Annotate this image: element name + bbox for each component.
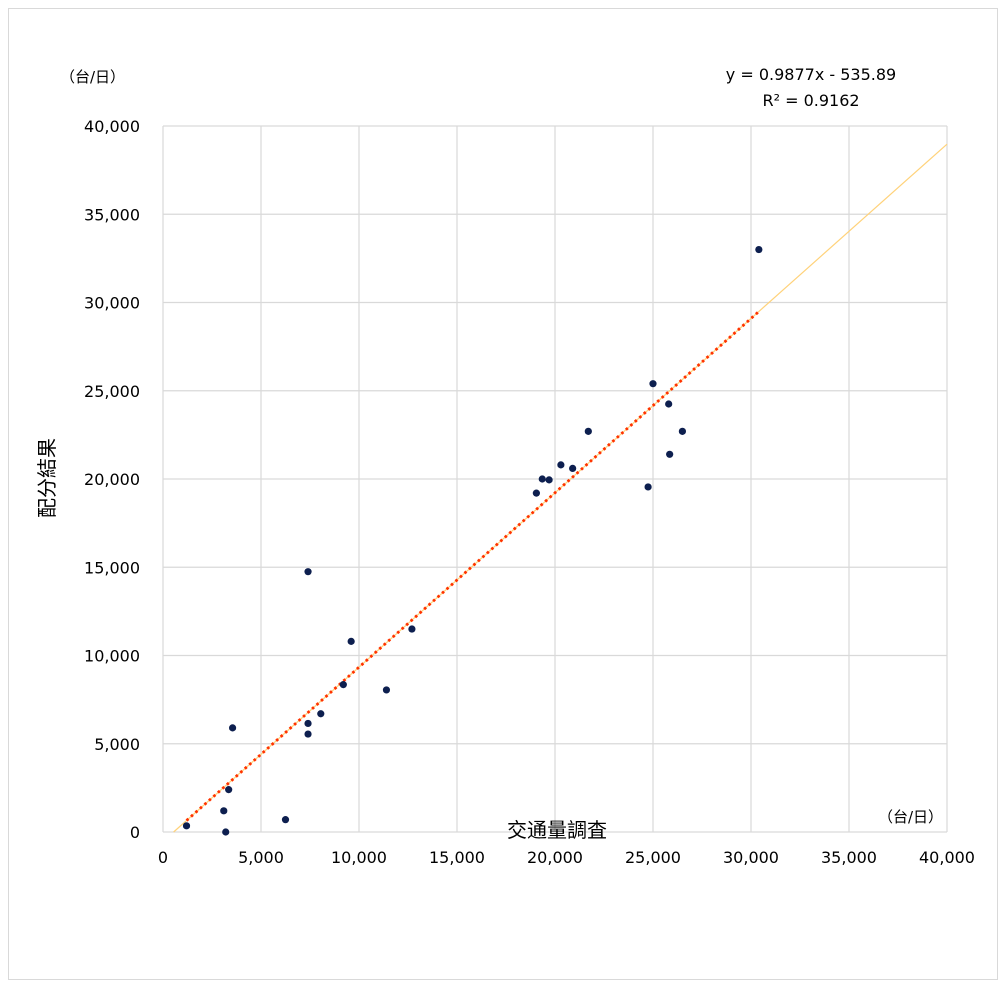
y-tick-label: 20,000 — [84, 470, 140, 489]
x-tick-label: 10,000 — [331, 848, 387, 867]
y-axis-title: 配分結果 — [35, 438, 59, 518]
data-point — [584, 427, 592, 435]
data-points — [182, 245, 763, 836]
data-point — [649, 380, 657, 388]
data-point — [339, 681, 347, 689]
x-tick-label: 20,000 — [527, 848, 583, 867]
data-point — [220, 807, 228, 815]
data-point — [317, 710, 325, 718]
data-point — [222, 828, 230, 836]
y-tick-label: 30,000 — [84, 294, 140, 313]
data-point — [225, 786, 233, 794]
y-tick-label: 25,000 — [84, 382, 140, 401]
data-point — [182, 822, 191, 830]
trendline-r-squared: R² = 0.9162 — [762, 91, 859, 110]
trend-lines — [173, 143, 948, 833]
x-tick-label: 30,000 — [723, 848, 779, 867]
data-point — [304, 730, 312, 738]
y-tick-label: 15,000 — [84, 558, 140, 577]
y-tick-label: 0 — [130, 823, 140, 842]
data-point — [538, 475, 546, 483]
x-tick-label: 5,000 — [238, 848, 284, 867]
data-point — [665, 400, 673, 408]
data-point — [569, 464, 577, 473]
data-point — [382, 686, 391, 694]
data-point — [228, 724, 237, 732]
y-axis-unit: （台/日） — [60, 68, 125, 86]
data-point — [557, 461, 565, 469]
x-tick-label: 0 — [158, 848, 168, 867]
x-tick-label: 15,000 — [429, 848, 485, 867]
x-tick-label: 25,000 — [625, 848, 681, 867]
x-axis-title: 交通量調査 — [507, 818, 607, 842]
y-tick-label: 35,000 — [84, 205, 140, 224]
data-point — [545, 476, 553, 484]
data-point — [408, 625, 416, 633]
chart-frame — [8, 8, 998, 980]
y-tick-label: 5,000 — [94, 735, 140, 754]
data-point — [755, 245, 763, 254]
y-tick-label: 40,000 — [84, 117, 140, 136]
x-tick-label: 40,000 — [919, 848, 975, 867]
data-point — [281, 816, 290, 824]
data-point — [532, 489, 540, 497]
x-tick-label: 35,000 — [821, 848, 877, 867]
data-point — [678, 427, 687, 435]
trendline-equation: y = 0.9877x - 535.89 — [726, 65, 896, 84]
data-point — [644, 483, 652, 491]
grid-lines — [162, 125, 948, 833]
tick-labels: 0 5,000 10,000 15,000 20,000 25,000 30,000 35,0… — [84, 117, 975, 867]
data-point — [304, 719, 312, 728]
trendline — [185, 310, 760, 822]
data-point — [304, 568, 312, 576]
x-axis-unit: （台/日） — [878, 808, 943, 826]
data-point — [666, 450, 674, 458]
data-point — [347, 637, 355, 645]
y-tick-label: 10,000 — [84, 647, 140, 666]
